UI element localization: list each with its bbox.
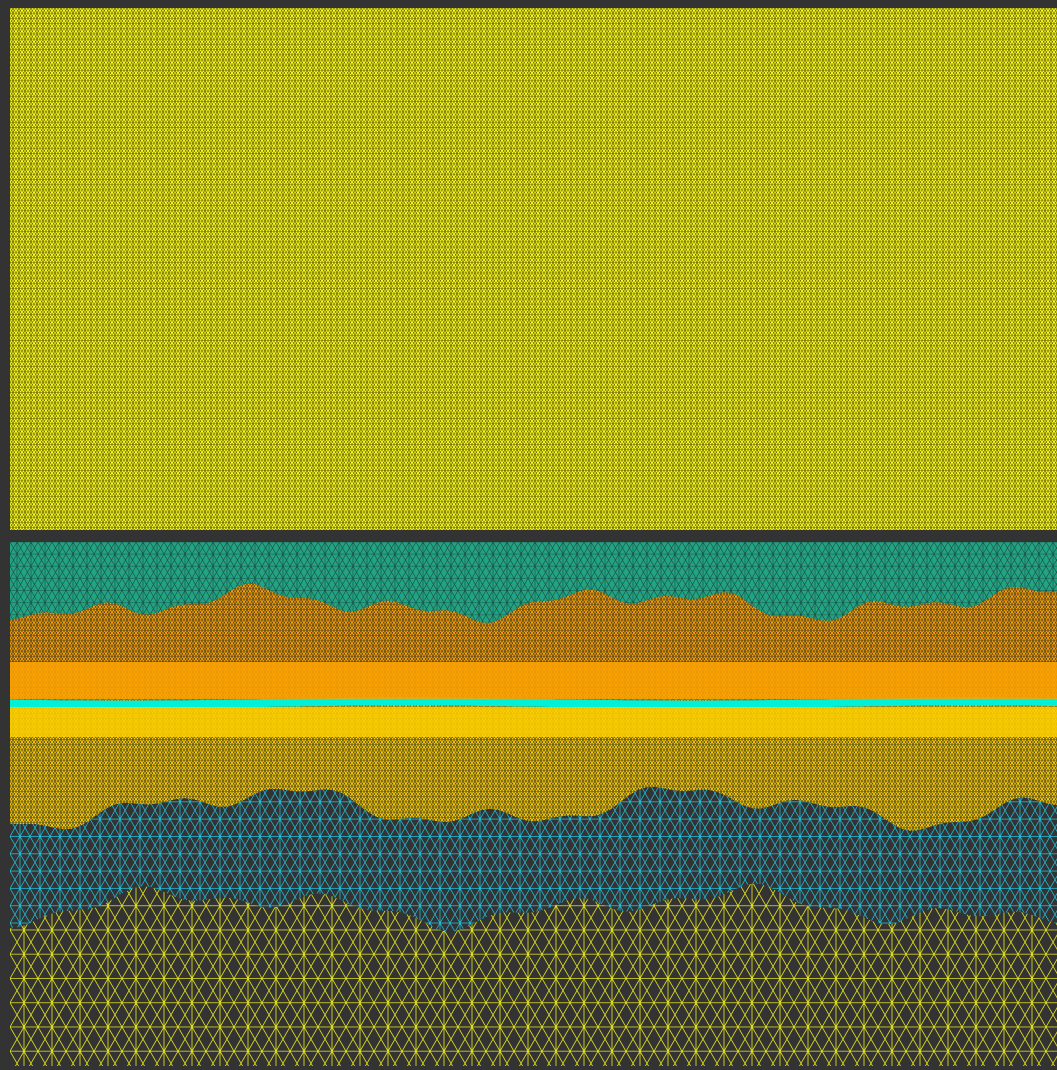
region-single-region: [10, 8, 1057, 530]
layered-mesh-canvas: [10, 542, 1057, 1066]
uniform-mesh-canvas: [10, 8, 1057, 530]
upper-dense-core: [10, 662, 1057, 699]
uniform-mesh-panel: [10, 8, 1057, 530]
region-bottom-layer: [10, 883, 1057, 1066]
region-top-layer: [10, 542, 1057, 623]
region-thin-interface-band: [10, 697, 1057, 709]
lower-dense-core: [10, 707, 1057, 737]
region-blue-layer: [10, 787, 1057, 932]
layered-mesh-panel: [10, 542, 1057, 1066]
